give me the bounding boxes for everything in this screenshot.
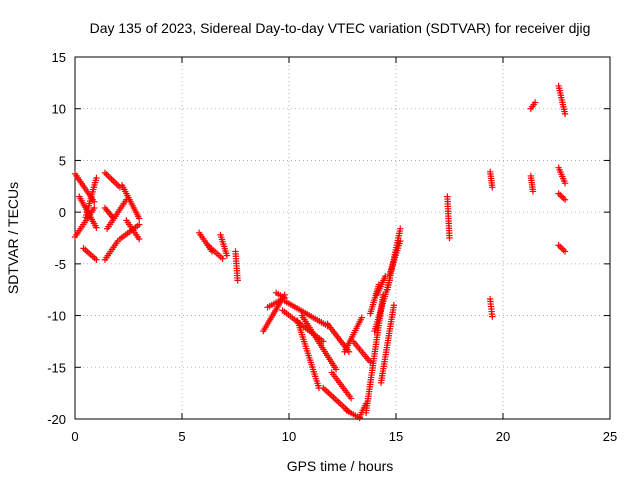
x-tick-label: 5: [178, 429, 185, 444]
x-tick-label: 0: [71, 429, 78, 444]
data-point: [561, 248, 569, 255]
data-point: [223, 252, 231, 259]
data-point: [557, 243, 564, 250]
x-axis-label: GPS time / hours: [287, 458, 394, 474]
data-point: [93, 256, 100, 263]
data-point: [397, 225, 404, 232]
data-point: [382, 273, 389, 280]
data-point: [557, 191, 564, 199]
data-point: [234, 277, 241, 284]
data-point: [561, 196, 569, 203]
x-tick-label: 20: [496, 429, 510, 444]
data-point: [91, 204, 98, 212]
y-tick-label: -10: [47, 309, 66, 324]
data-point: [561, 110, 569, 118]
y-tick-label: -15: [47, 360, 66, 375]
data-point: [91, 198, 98, 205]
data-point: [367, 358, 374, 366]
data-point: [560, 246, 567, 254]
data-point: [93, 174, 100, 182]
y-tick-label: 5: [59, 153, 66, 168]
data-point: [390, 302, 398, 309]
data-point: [531, 99, 539, 106]
data-point: [561, 179, 569, 187]
data-point: [347, 395, 355, 402]
data-point: [555, 242, 562, 249]
y-tick-label: -20: [47, 412, 66, 427]
data-point: [332, 366, 340, 373]
data-point: [93, 224, 100, 231]
data-points: [71, 82, 569, 422]
x-tick-label: 15: [389, 429, 403, 444]
data-point: [489, 184, 496, 191]
y-axis-label: SDTVAR / TECUs: [5, 182, 21, 294]
data-point: [558, 193, 566, 200]
data-point: [358, 314, 365, 321]
y-tick-label: -5: [54, 257, 66, 272]
data-point: [529, 188, 537, 195]
y-tick-label: 10: [52, 102, 66, 117]
data-point: [489, 313, 496, 320]
plot-frame: [74, 56, 611, 420]
data-point: [136, 221, 143, 228]
data-point: [136, 235, 143, 243]
data-point: [560, 194, 567, 202]
data-point: [136, 215, 143, 222]
x-tick-label: 25: [603, 429, 617, 444]
data-point: [219, 255, 226, 262]
grid-lines: [75, 57, 610, 419]
y-tick-label: 0: [59, 205, 66, 220]
data-point: [558, 245, 566, 252]
y-tick-label: 15: [52, 50, 66, 65]
data-point: [446, 234, 453, 242]
x-tick-label: 10: [282, 429, 296, 444]
axis-ticks: 0 5 10 15 20 25 -20 -15 -10 -5 0 5 10 15: [47, 50, 617, 444]
data-point: [555, 190, 562, 197]
data-point: [397, 237, 404, 245]
chart-title: Day 135 of 2023, Sidereal Day-to-day VTE…: [90, 20, 591, 36]
